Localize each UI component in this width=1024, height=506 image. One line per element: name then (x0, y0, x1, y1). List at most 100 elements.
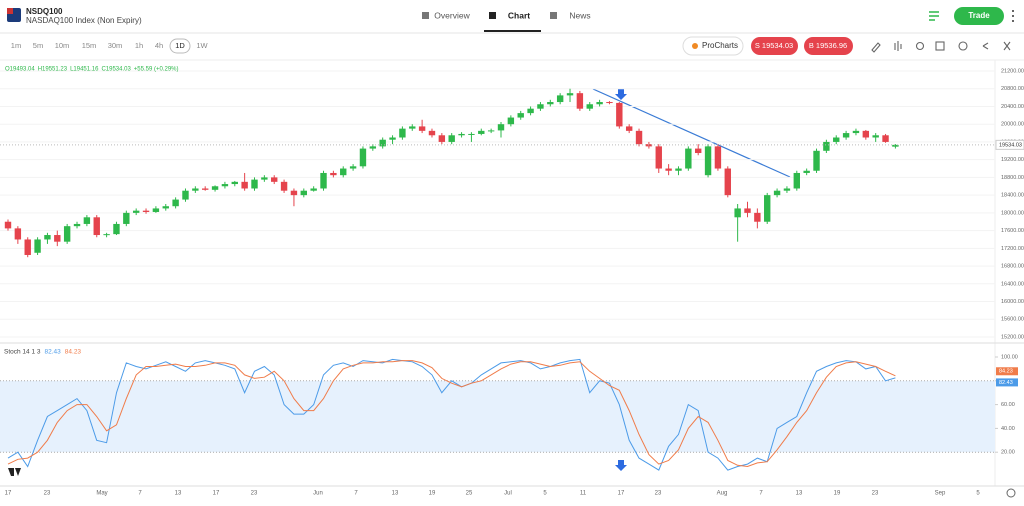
y-tick-label: 40.00 (1001, 426, 1015, 432)
value-tag-label: 82.43 (999, 380, 1013, 386)
candle-body (576, 93, 584, 109)
candle-body (113, 223, 120, 235)
x-tick-label: Jul (504, 491, 512, 497)
candle-body (44, 235, 51, 240)
buy-button[interactable] (804, 37, 853, 55)
candle-body (882, 135, 889, 142)
candle-body (842, 133, 850, 138)
y-tick-label: 20.00 (1001, 450, 1015, 456)
tab-icon[interactable] (550, 12, 557, 19)
candle-body (527, 108, 534, 114)
x-tick-label: May (96, 491, 107, 497)
candle-body (418, 126, 426, 131)
timeframe[interactable]: 5m (33, 41, 43, 50)
x-tick-label: 13 (796, 491, 803, 497)
last-price-tag (995, 139, 1024, 150)
candle-body (734, 208, 741, 218)
y-tick-label: 18800.00 (1001, 175, 1024, 181)
instrument-name: NASDAQ100 Index (Non Expiry) (26, 16, 142, 25)
timeframe[interactable]: 1D (175, 41, 185, 50)
tab-label[interactable]: News (569, 10, 590, 20)
x-tick-label: Jun (313, 491, 323, 497)
ohlc-value: H19551.23 (38, 67, 68, 73)
stoch-line (7, 360, 896, 468)
candle-body (251, 179, 258, 189)
candle-body (4, 221, 12, 229)
procharts-button[interactable] (682, 36, 744, 56)
value-tag-label: 84.23 (999, 369, 1013, 375)
candle-body (685, 148, 692, 169)
x-tick-label: 19 (834, 491, 841, 497)
ohlc-value: L19451.16 (70, 67, 99, 73)
candle-body (468, 133, 475, 135)
procharts-label: ProCharts (702, 41, 738, 50)
candle-body (448, 135, 455, 142)
y-tick-label: 16800.00 (1001, 264, 1024, 270)
watchlist-icon (929, 11, 939, 21)
settings-icon[interactable] (1006, 488, 1016, 498)
x-tick-label: Sep (935, 491, 946, 497)
clock-icon[interactable] (958, 41, 968, 51)
candle-body (478, 130, 485, 134)
y-tick-label: 15200.00 (1001, 334, 1024, 340)
candle-body (409, 126, 416, 129)
tab-icon[interactable] (422, 12, 429, 19)
timeframe[interactable]: 15m (82, 41, 97, 50)
candle-body (192, 188, 199, 191)
settings-icon[interactable] (915, 41, 925, 51)
candle-body (123, 212, 130, 224)
x-tick-label: Aug (717, 491, 728, 497)
candle-body (803, 170, 810, 173)
candle-body (320, 172, 327, 189)
candle-body (438, 135, 446, 142)
candle-body (625, 126, 633, 131)
y-tick-label: 20400.00 (1001, 104, 1024, 110)
camera-icon[interactable] (935, 41, 945, 51)
x-tick-label: 23 (655, 491, 662, 497)
candle-body (556, 95, 564, 103)
candle-body (369, 146, 377, 149)
tab-label[interactable]: Chart (508, 10, 530, 20)
symbol: NSDQ100 (26, 7, 63, 16)
x-tick-label: 23 (251, 491, 258, 497)
sell-button[interactable] (751, 37, 798, 55)
trade-button[interactable] (954, 7, 1004, 25)
candle-body (586, 104, 593, 109)
timeframe[interactable]: 10m (55, 41, 70, 50)
candle-body (211, 186, 219, 190)
candle-body (547, 102, 554, 105)
candle-body (566, 93, 574, 96)
timeframe[interactable]: 4h (155, 41, 163, 50)
indicator-icon[interactable] (894, 41, 902, 51)
band (0, 380, 995, 453)
arrow-marker[interactable] (615, 89, 627, 100)
candle-body (665, 168, 672, 171)
y-tick-label: 20000.00 (1001, 122, 1024, 128)
timeframe[interactable]: 1W (196, 41, 208, 50)
candle-body (497, 124, 505, 131)
trend-line[interactable] (592, 88, 791, 178)
candle-body (231, 181, 238, 185)
tab-label[interactable]: Overview (434, 10, 470, 20)
draw-icon[interactable] (871, 42, 881, 53)
candle-body (172, 199, 179, 207)
y-tick-label: 17600.00 (1001, 228, 1024, 234)
timeframe[interactable]: 1m (11, 41, 21, 50)
candle-body (744, 208, 751, 213)
sell-label: S 19534.03 (755, 41, 793, 50)
share-icon[interactable] (982, 42, 989, 50)
y-tick-label: 18000.00 (1001, 210, 1024, 216)
ohlc-value: +55.59 (+0.29%) (134, 67, 179, 73)
candle-body (537, 104, 544, 109)
x-tick-label: 17 (213, 491, 220, 497)
y-tick-label: 15600.00 (1001, 317, 1024, 323)
candle-body (399, 128, 406, 138)
timeframe[interactable]: 30m (108, 41, 123, 50)
fullscreen-icon[interactable] (1003, 41, 1011, 51)
tab-icon[interactable] (489, 12, 496, 19)
arrow-marker[interactable] (615, 460, 627, 471)
y-tick-label: 18400.00 (1001, 193, 1024, 199)
timeframe[interactable]: 1h (135, 41, 143, 50)
candle-body (714, 146, 722, 169)
